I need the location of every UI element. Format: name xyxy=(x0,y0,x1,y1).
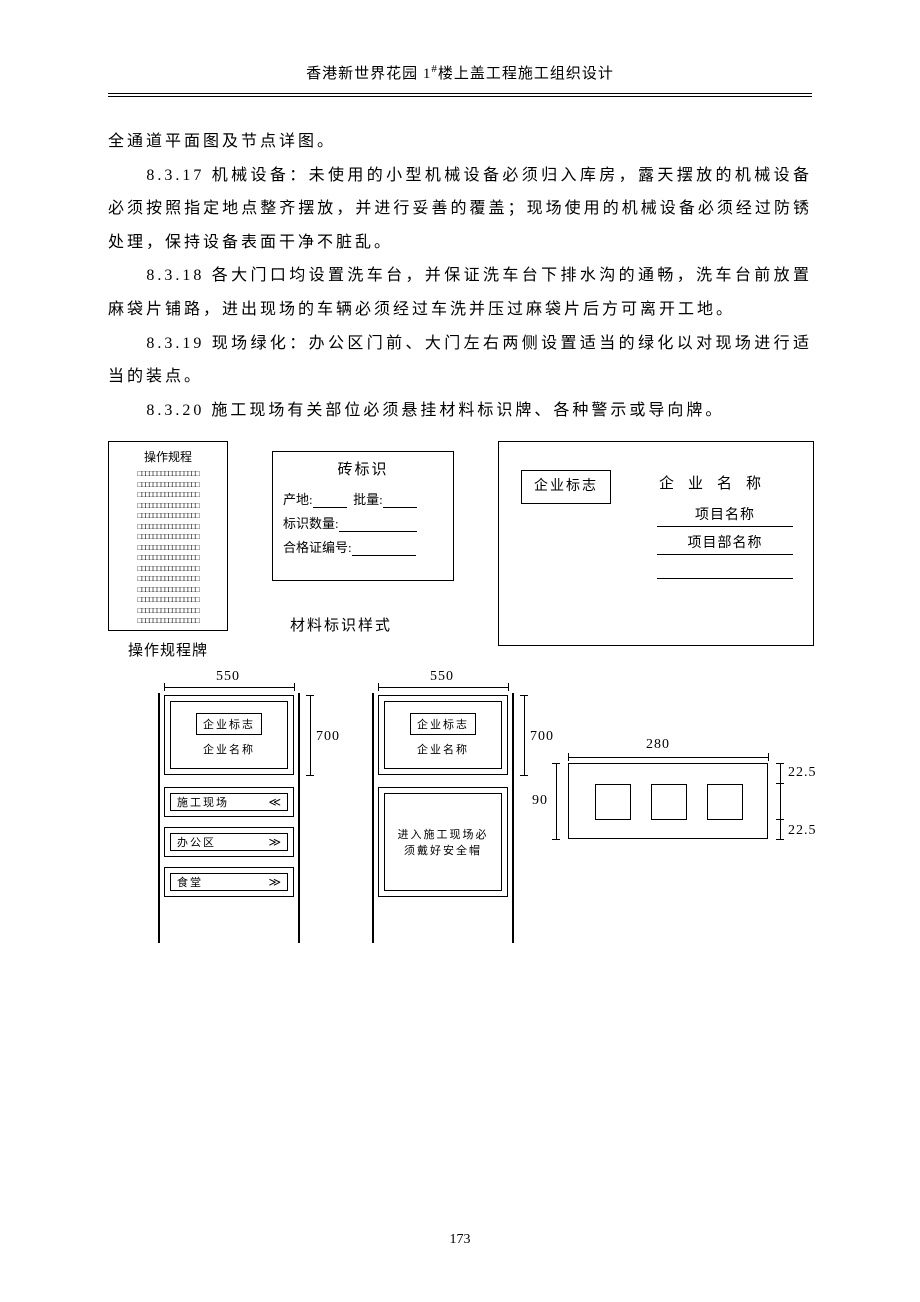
para-0: 全通道平面图及节点详图。 xyxy=(108,125,812,159)
sign2-notice-1: 进入施工现场必 xyxy=(398,826,489,842)
corp-line-3 xyxy=(657,576,793,579)
sign1-name: 企业名称 xyxy=(203,741,255,757)
diagram-row-2: 550 700 企业标志 企业名称 施工现场 ≪ 办公区 ≫ xyxy=(108,691,812,951)
brick-row-1: 产地: 批量: xyxy=(283,489,443,508)
sign2-notice-2: 须戴好安全帽 xyxy=(404,842,482,858)
corp-board: 企业标志 企业名称 项目名称 项目部名称 xyxy=(498,441,814,646)
brick-id-board: 砖标识 产地: 批量: 标识数量: 合格证编号: xyxy=(272,451,454,581)
sign1-dim-w: 550 xyxy=(216,669,240,685)
corp-line-1: 项目名称 xyxy=(657,504,793,527)
arrow-right-icon-2: ≫ xyxy=(268,875,281,890)
corp-logo-box: 企业标志 xyxy=(521,470,611,504)
sign3-dim-t: 22.5 xyxy=(788,765,817,781)
brick-row-3: 合格证编号: xyxy=(283,537,443,556)
material-caption: 材料标识样式 xyxy=(290,614,392,635)
sign1-logo: 企业标志 xyxy=(196,713,262,735)
ops-procedure-board: 操作规程 □□□□□□□□□□□□□□□□ □□□□□□□□□□□□□□□□ □… xyxy=(108,441,228,631)
corp-name: 企业名称 xyxy=(659,472,775,493)
sign1-dim-h: 700 xyxy=(316,729,340,745)
para-4: 8.3.20 施工现场有关部位必须悬挂材料标识牌、各种警示或导向牌。 xyxy=(108,394,812,428)
ops-filler-rows: □□□□□□□□□□□□□□□□ □□□□□□□□□□□□□□□□ □□□□□□… xyxy=(117,469,219,627)
arrow-left-icon: ≪ xyxy=(268,795,281,810)
corp-line-2: 项目部名称 xyxy=(657,532,793,555)
diagram-row-1: 操作规程 □□□□□□□□□□□□□□□□ □□□□□□□□□□□□□□□□ □… xyxy=(108,441,812,661)
sign2-name: 企业名称 xyxy=(417,741,469,757)
page-number: 173 xyxy=(0,1232,920,1248)
sign3-dim-w: 280 xyxy=(646,737,670,753)
ops-title: 操作规程 xyxy=(117,448,219,465)
header-rule xyxy=(108,93,812,97)
header-title-pre: 香港新世界花园 1 xyxy=(306,66,431,82)
sign2-logo: 企业标志 xyxy=(410,713,476,735)
body-text: 全通道平面图及节点详图。 8.3.17 机械设备：未使用的小型机械设备必须归入库… xyxy=(108,125,812,427)
brick-row-2: 标识数量: xyxy=(283,513,443,532)
para-3: 8.3.19 现场绿化：办公区门前、大门左右两侧设置适当的绿化以对现场进行适当的… xyxy=(108,327,812,394)
ops-caption: 操作规程牌 xyxy=(102,639,234,660)
page-header: 香港新世界花园 1#楼上盖工程施工组织设计 xyxy=(0,0,920,83)
brick-title: 砖标识 xyxy=(283,458,443,479)
para-2: 8.3.18 各大门口均设置洗车台，并保证洗车台下排水沟的通畅，洗车台前放置麻袋… xyxy=(108,259,812,326)
sign2-dim-w: 550 xyxy=(430,669,454,685)
arrow-right-icon: ≫ xyxy=(268,835,281,850)
sign2-dim-h: 700 xyxy=(530,729,554,745)
para-1: 8.3.17 机械设备：未使用的小型机械设备必须归入库房，露天摆放的机械设备必须… xyxy=(108,159,812,260)
header-title-post: 楼上盖工程施工组织设计 xyxy=(438,66,614,82)
sign3-dim-h: 90 xyxy=(532,793,548,809)
sign3-dim-b: 22.5 xyxy=(788,823,817,839)
